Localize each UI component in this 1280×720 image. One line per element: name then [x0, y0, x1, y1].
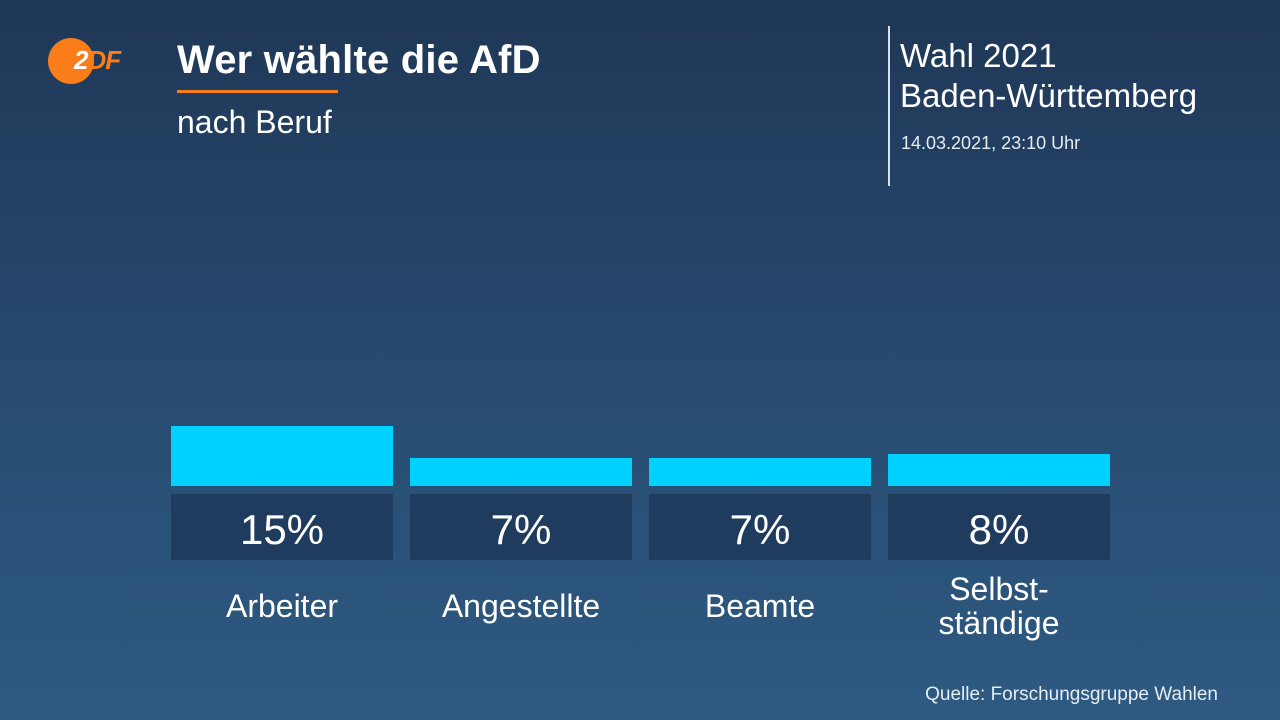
value-label-1: 7%: [491, 506, 552, 553]
bar-2: [649, 458, 871, 486]
category-label-line: ständige: [939, 605, 1060, 641]
zdf-logo-text: 2DF: [74, 45, 121, 76]
value-box-1: [410, 494, 632, 560]
value-box-3: [888, 494, 1110, 560]
timestamp: 14.03.2021, 23:10 Uhr: [901, 133, 1081, 153]
category-label-3: Selbst-ständige: [939, 571, 1060, 641]
title-underline: [177, 90, 338, 93]
bar-0: [171, 426, 393, 486]
chart-subtitle: nach Beruf: [177, 104, 332, 140]
election-title: Wahl 2021: [900, 37, 1057, 74]
election-info: Wahl 2021 Baden-Württemberg: [900, 36, 1197, 116]
value-box-2: [649, 494, 871, 560]
election-region: Baden-Württemberg: [900, 77, 1198, 114]
category-label-line: Angestellte: [442, 588, 600, 624]
zdf-logo: 2DF: [48, 38, 136, 84]
category-label-2: Beamte: [705, 588, 815, 624]
source-note: Quelle: Forschungsgruppe Wahlen: [925, 684, 1218, 705]
zdf-logo-df: DF: [87, 45, 121, 75]
category-label-1: Angestellte: [442, 588, 600, 624]
zdf-logo-z: 2: [74, 45, 89, 75]
value-label-0: 15%: [240, 506, 324, 553]
chart-title: Wer wählte die AfD: [177, 38, 541, 82]
bar-3: [888, 454, 1110, 486]
header-divider: [888, 26, 890, 186]
value-label-3: 8%: [969, 506, 1030, 553]
category-label-line: Beamte: [705, 588, 815, 624]
value-box-0: [171, 494, 393, 560]
category-label-line: Selbst-: [949, 571, 1049, 607]
zdf-logo-circle: [48, 38, 94, 84]
bar-1: [410, 458, 632, 486]
category-label-line: Arbeiter: [226, 588, 338, 624]
category-label-0: Arbeiter: [226, 588, 338, 624]
value-label-2: 7%: [730, 506, 791, 553]
